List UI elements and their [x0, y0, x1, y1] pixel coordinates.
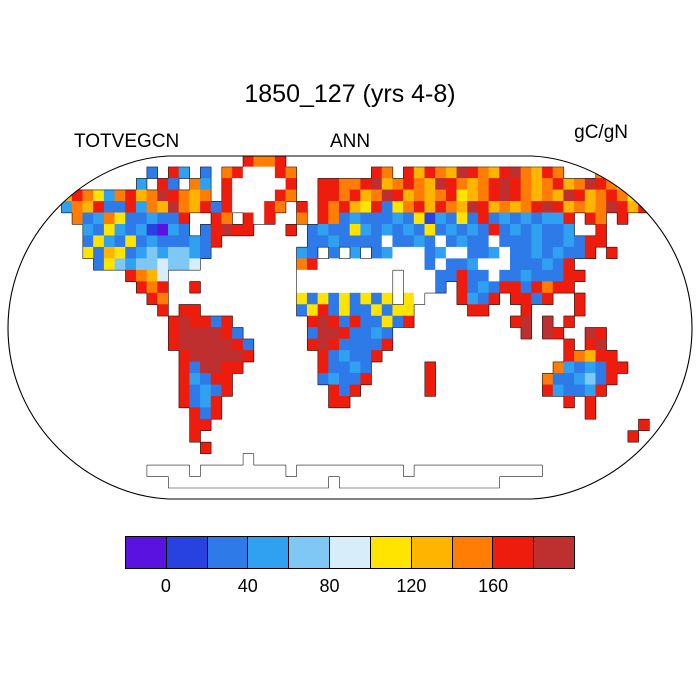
colorbar-cell — [369, 536, 412, 569]
colorbar-tick-label: 160 — [478, 576, 509, 596]
units-label: gC/gN — [574, 122, 628, 143]
colorbar-cell — [533, 536, 575, 569]
colorbar-cell — [451, 536, 494, 569]
colorbar-tick-label: 40 — [237, 576, 258, 596]
colorbar — [125, 536, 575, 569]
colorbar-cell — [410, 536, 453, 569]
projection-outline — [7, 155, 693, 500]
colorbar-tick-label: 80 — [319, 576, 340, 596]
colorbar-ticks: 0 40 80 120 160 — [125, 576, 575, 600]
colorbar-cell — [288, 536, 331, 569]
colorbar-cell — [206, 536, 249, 569]
plot-title: 1850_127 (yrs 4-8) — [244, 80, 456, 108]
colorbar-cell — [125, 536, 167, 569]
variable-label: TOTVEGCN — [74, 131, 180, 152]
colorbar-cell — [247, 536, 290, 569]
map-cells — [61, 156, 661, 489]
colorbar-cell — [165, 536, 208, 569]
season-label: ANN — [329, 131, 371, 152]
colorbar-cell — [329, 536, 371, 569]
colorbar-tick-label: 120 — [396, 576, 427, 596]
colorbar-cell — [492, 536, 535, 569]
colorbar-tick-label: 0 — [160, 576, 171, 596]
